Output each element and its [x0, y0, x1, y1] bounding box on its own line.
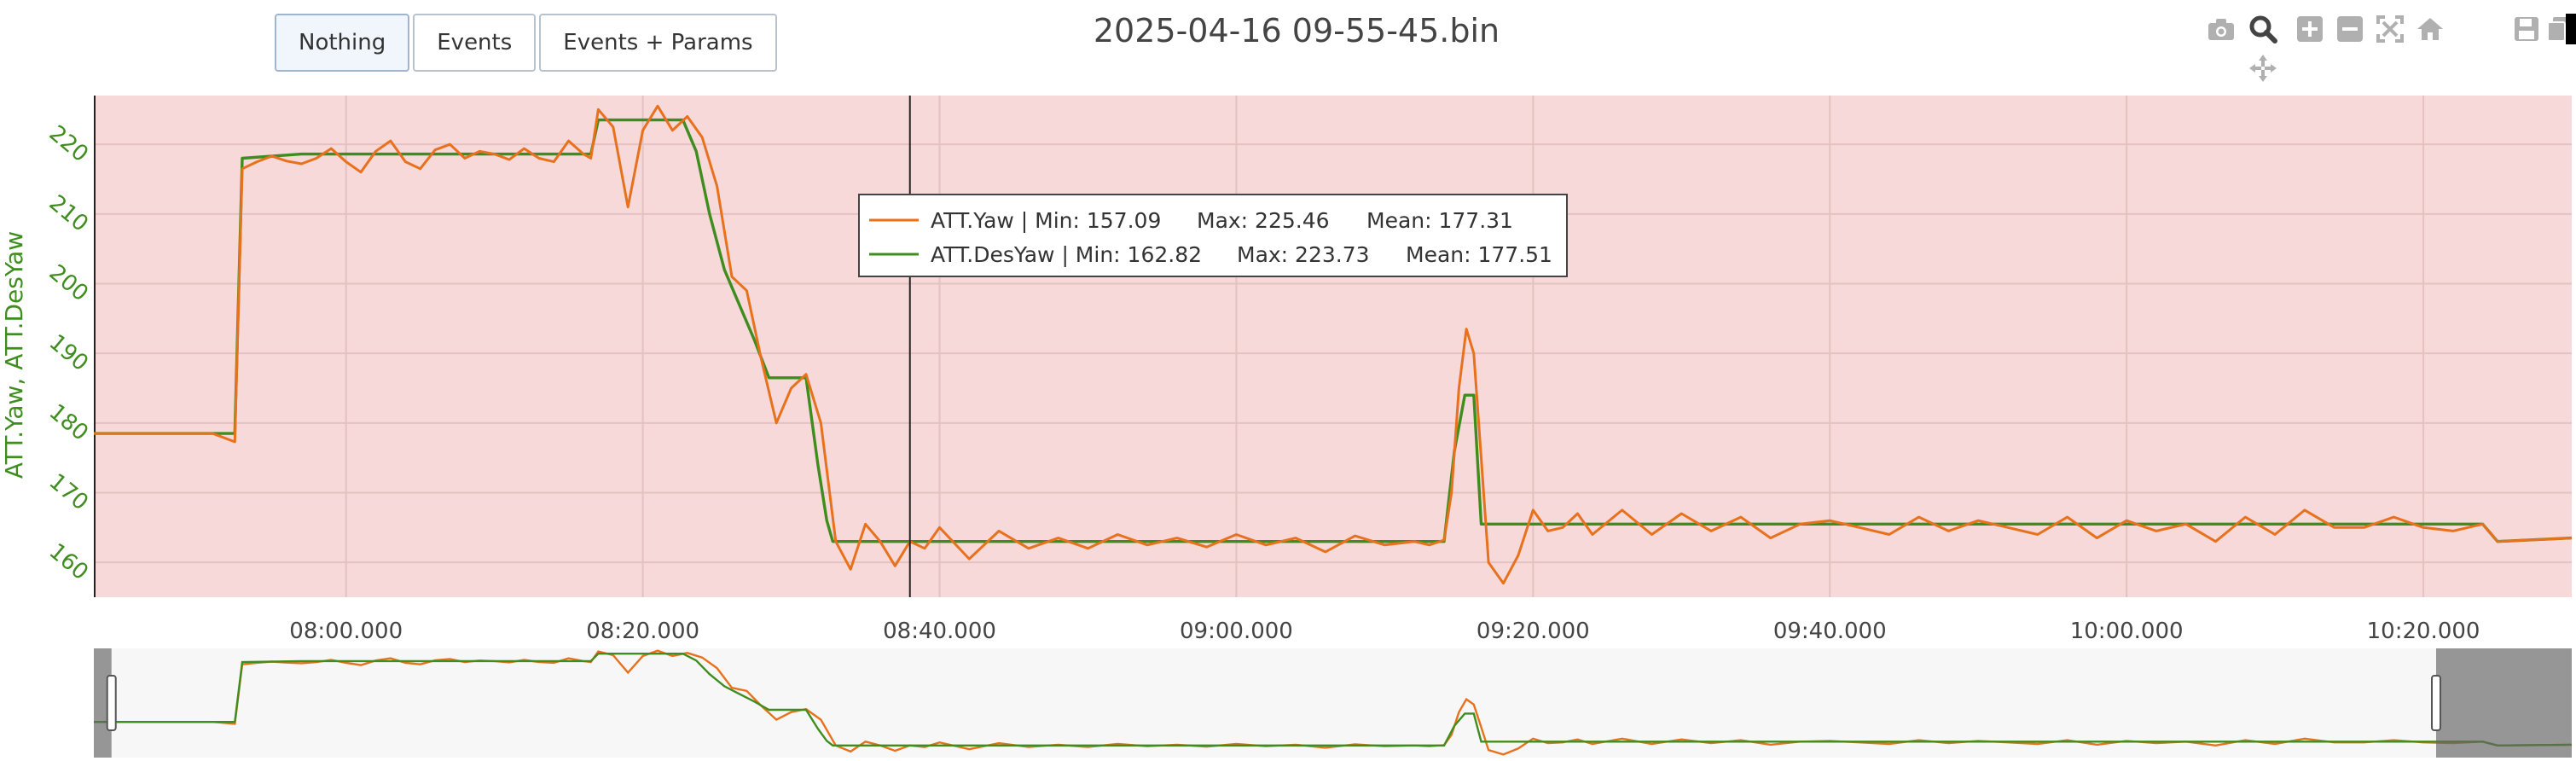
legend-name-desyaw: ATT.DesYaw | Min: 162.82	[931, 242, 1202, 267]
series-line-att-yaw	[94, 104, 2572, 585]
plot-background[interactable]	[94, 96, 2572, 597]
zoom-icon[interactable]	[2246, 12, 2280, 46]
legend-name-yaw: ATT.Yaw | Min: 157.09	[931, 208, 1161, 233]
y-tick-label: 220	[44, 120, 93, 167]
x-tick-label: 08:20.000	[586, 619, 699, 644]
x-tick-label: 09:00.000	[1180, 619, 1293, 644]
x-tick-label: 09:20.000	[1477, 619, 1590, 644]
legend-max-yaw: Max: 225.46	[1197, 208, 1330, 233]
legend: ATT.Yaw | Min: 157.09 Max: 225.46 Mean: …	[858, 194, 1568, 277]
x-tick-label: 08:40.000	[883, 619, 996, 644]
home-icon[interactable]	[2413, 12, 2447, 46]
legend-box	[858, 194, 1568, 277]
x-tick-label: 10:20.000	[2367, 619, 2480, 644]
y-tick-label: 180	[44, 399, 93, 446]
x-tick-label: 09:40.000	[1773, 619, 1887, 644]
modebar	[2184, 9, 2576, 85]
nothing-button[interactable]: Nothing	[275, 14, 410, 72]
window-edge-marker	[2566, 14, 2576, 44]
legend-mean-yaw: Mean: 177.31	[1366, 208, 1513, 233]
camera-icon[interactable]	[2204, 12, 2238, 46]
autoscale-icon[interactable]	[2373, 12, 2407, 46]
save-icon[interactable]	[2509, 12, 2544, 46]
pan-icon[interactable]	[2246, 51, 2280, 85]
legend-mean-desyaw: Mean: 177.51	[1406, 242, 1552, 267]
events-button[interactable]: Events	[413, 14, 537, 72]
y-tick-label: 160	[44, 538, 93, 585]
y-tick-label: 210	[44, 190, 93, 237]
zoom-in-icon[interactable]	[2293, 12, 2327, 46]
chart-title: 2025-04-16 09-55-45.bin	[1093, 12, 1500, 49]
x-tick-label: 10:00.000	[2070, 619, 2184, 644]
series-lines	[94, 104, 2572, 585]
grid	[94, 96, 2572, 597]
x-tick-label: 08:00.000	[289, 619, 403, 644]
mode-buttons: Nothing Events Events + Params	[275, 14, 777, 72]
y-axis: 160 170 180 190 200 210 220	[44, 120, 93, 585]
y-tick-label: 170	[44, 469, 93, 516]
x-axis: 08:00.000 08:20.000 08:40.000 09:00.000 09:2…	[289, 619, 2480, 644]
y-tick-label: 190	[44, 329, 93, 376]
y-axis-label: ATT.Yaw, ATT.DesYaw	[0, 231, 28, 479]
y-tick-label: 200	[44, 260, 93, 307]
zoom-out-icon[interactable]	[2333, 12, 2367, 46]
legend-max-desyaw: Max: 223.73	[1237, 242, 1370, 267]
events-params-button[interactable]: Events + Params	[539, 14, 777, 72]
